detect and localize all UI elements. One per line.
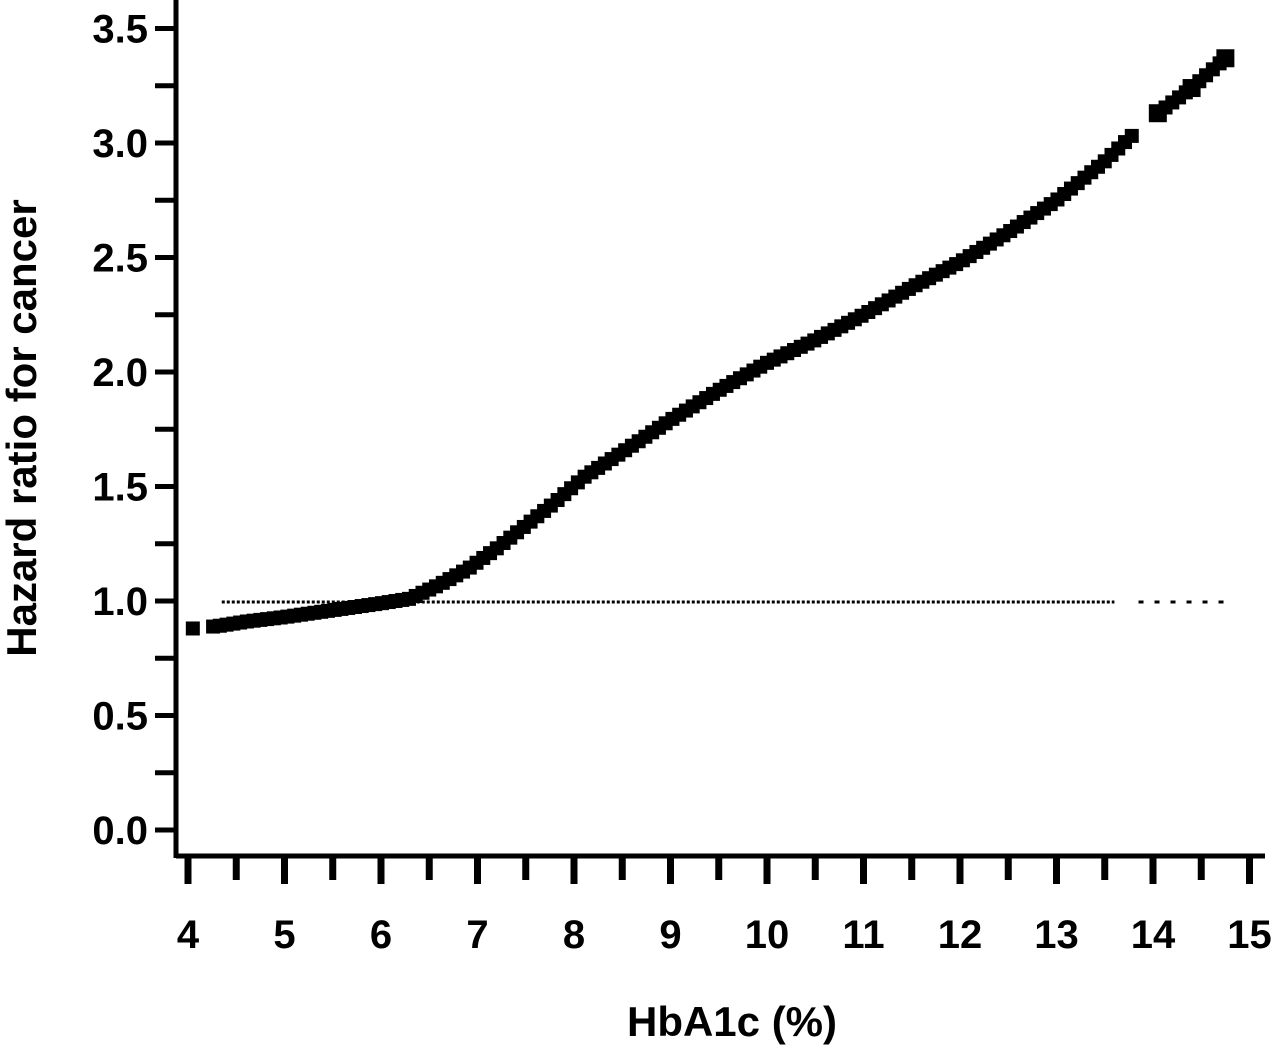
y-axis-ticks: 0.0 0.5 1.0 1.5 2.0 2.5 3.0 3.5 [92,8,176,853]
curve-point [1182,79,1201,98]
y-tick-label: 2.0 [92,351,148,395]
x-tick-label: 6 [370,913,392,957]
x-tick-label: 15 [1227,913,1272,957]
x-tick-label: 11 [842,913,884,957]
x-tick-label: 8 [563,913,585,957]
y-tick-label: 1.0 [92,580,148,624]
x-tick-label: 4 [177,913,200,957]
x-tick-label: 13 [1034,913,1079,957]
axes [173,0,1265,859]
hazard-curve [185,49,1235,636]
y-tick-label: 0.0 [92,809,148,853]
y-tick-label: 3.0 [92,122,148,166]
x-tick-label: 10 [745,913,790,957]
x-tick-label: 9 [659,913,681,957]
y-tick-label: 1.5 [92,466,148,510]
curve-point [1124,128,1139,143]
y-axis-title: Hazard ratio for cancer [0,199,45,657]
y-tick-label: 0.5 [92,695,148,739]
x-tick-label: 14 [1131,913,1176,957]
x-tick-label: 5 [273,913,295,957]
curve-point [1216,49,1235,68]
curve-point [185,621,200,636]
x-axis-ticks: 4 5 6 7 8 9 10 11 12 13 14 15 [177,856,1272,957]
y-tick-label: 3.5 [92,8,148,52]
x-tick-label: 7 [466,913,488,957]
x-tick-label: 12 [938,913,983,957]
y-tick-label: 2.5 [92,237,148,281]
curve-point [1148,104,1167,123]
x-axis-title: HbA1c (%) [627,998,837,1045]
